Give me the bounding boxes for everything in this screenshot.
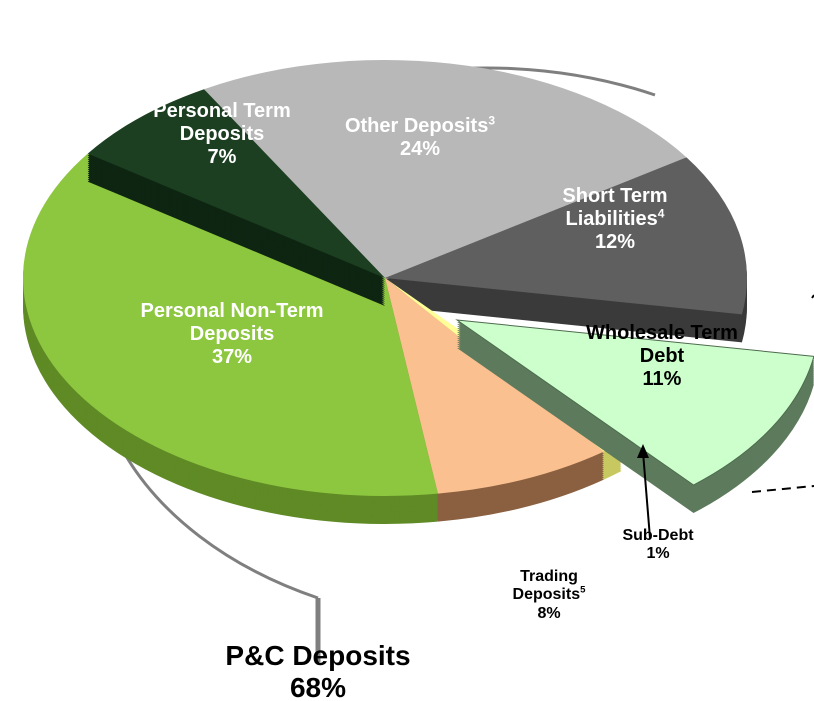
footnote: 3 [488,113,496,128]
slice-label: Personal Non-Term Deposits 37% [132,300,332,369]
sub-debt-arrow [642,451,651,539]
value-label: 11% [642,368,682,390]
dashed-connector [751,485,814,493]
slice [385,278,604,494]
slice-label: Personal Term Deposits 7% [147,100,297,169]
category-name: Sub-Debt [622,527,694,544]
slice-label: Short Term Liabilities4 12% [540,185,690,254]
slice-label: Wholesale Term Debt 11% [567,322,757,391]
value-label: 37% [211,346,253,368]
value-label: 1% [646,545,670,563]
category-name: Trading Deposits [512,568,581,604]
annotation-text: P&C Deposits [225,640,411,671]
category-name: Personal Term Deposits [153,100,291,145]
footnote: 5 [580,585,586,597]
slice [455,319,814,486]
slice [23,153,438,497]
slice-label: Other Deposits3 24% [270,113,570,161]
slice [204,59,687,278]
slices [22,59,814,524]
slice-label: Trading Deposits5 8% [494,568,604,623]
value-label: 8% [537,604,561,622]
value-label: 24% [399,138,441,160]
slice [385,157,747,315]
pc-annotation: P&C Deposits 68% [225,640,410,701]
category-name: Short Term Liabilities [562,185,668,230]
arrow-head [637,444,649,458]
value-label: 7% [207,146,237,168]
slice [87,89,385,279]
category-name: Other Deposits [344,115,489,137]
slice-label: Sub-Debt 1% [598,527,718,564]
annotation-value: 68% [289,672,347,701]
footnote: 4 [657,206,665,221]
value-label: 12% [594,231,636,253]
category-name: Personal Non-Term Deposits [140,300,324,345]
category-name: Wholesale Term Debt [586,322,738,367]
